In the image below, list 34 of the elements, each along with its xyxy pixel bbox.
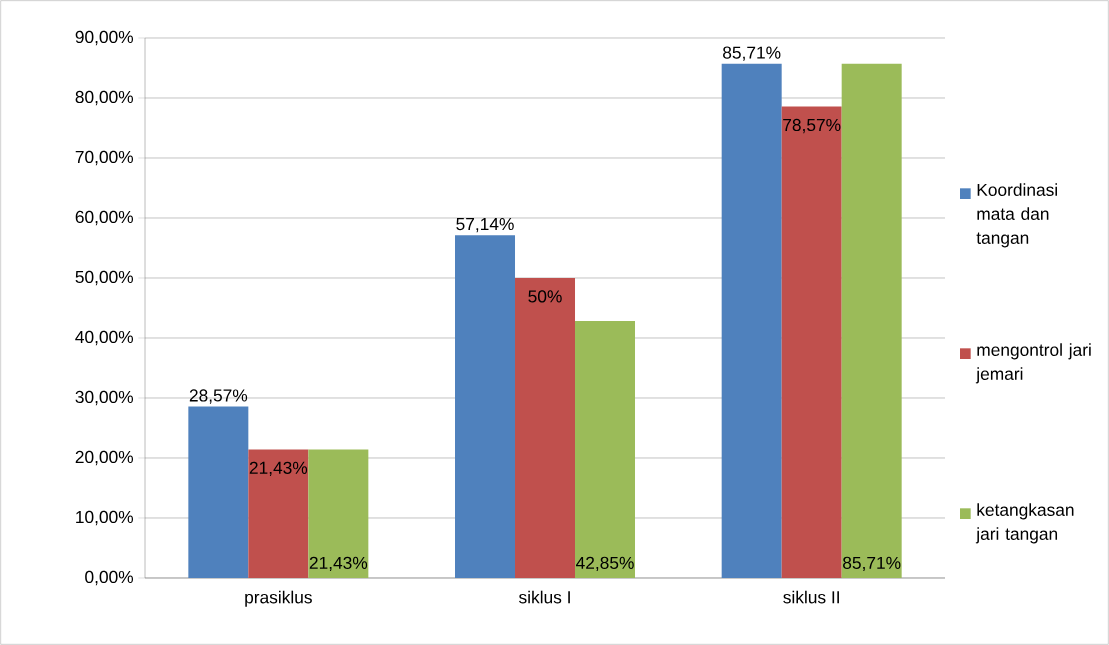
y-tick-label: 90,00% <box>75 30 134 46</box>
x-tick-label: siklus I <box>519 590 570 604</box>
bar <box>575 320 636 578</box>
x-tick-label: siklus II <box>783 590 839 604</box>
bar <box>308 449 369 578</box>
data-label: 85,71% <box>843 556 901 572</box>
data-label: 42,85% <box>576 556 634 572</box>
y-tick-label: 0,00% <box>85 570 134 586</box>
y-tick-label: 10,00% <box>76 510 134 526</box>
y-tick-label: 80,00% <box>75 90 134 106</box>
bar <box>455 235 516 578</box>
bar <box>248 449 309 578</box>
y-tick-label: 60,00% <box>75 210 134 226</box>
data-label: 21,43% <box>309 556 368 572</box>
data-label: 28,57% <box>189 389 248 404</box>
bar <box>781 106 842 578</box>
y-tick-label: 40,00% <box>75 330 134 346</box>
data-label: 50% <box>528 290 562 303</box>
data-label: 85,71% <box>723 46 781 61</box>
data-label: 57,14% <box>456 217 514 233</box>
legend-label: Koordinasi mata dan tangan <box>976 183 1057 248</box>
y-tick-label: 70,00% <box>75 150 134 166</box>
legend-label: mengontrol jari jemari <box>975 343 1091 384</box>
y-tick-label: 50,00% <box>75 270 134 286</box>
legend-label: ketangkasan jari tangan <box>975 503 1074 544</box>
bar <box>841 63 902 578</box>
data-label: 21,43% <box>249 461 308 476</box>
x-tick-label: prasiklus <box>245 590 312 607</box>
y-tick-label: 20,00% <box>75 450 134 466</box>
bar <box>188 406 249 578</box>
bar <box>721 63 782 578</box>
bar <box>515 277 576 578</box>
data-label: 78,57% <box>783 118 841 134</box>
y-tick-label: 30,00% <box>75 390 134 406</box>
